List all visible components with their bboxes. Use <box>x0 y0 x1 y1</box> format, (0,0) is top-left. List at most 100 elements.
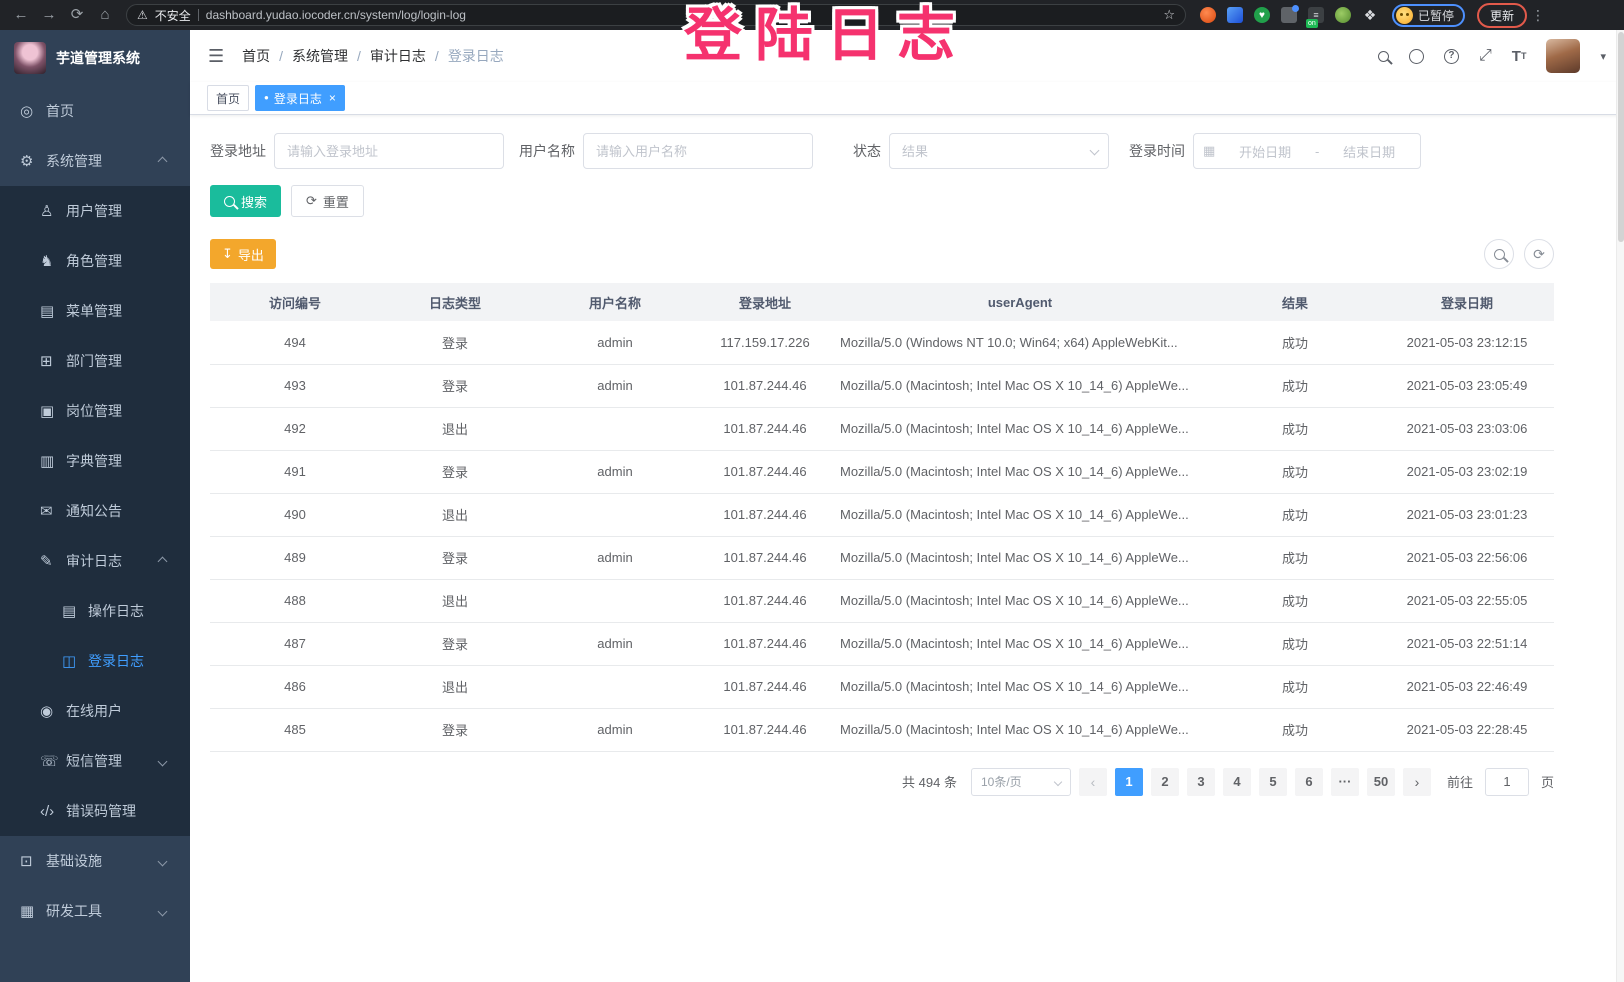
next-page-button[interactable]: › <box>1402 767 1431 796</box>
address-divider <box>197 9 199 21</box>
caret-down-icon[interactable]: ▾ <box>1600 50 1606 63</box>
extension-icon-leaf[interactable] <box>1335 7 1351 23</box>
browser-forward-icon[interactable]: → <box>41 6 57 23</box>
table-action-buttons: ⟳ <box>1484 239 1554 269</box>
search-icon[interactable] <box>1377 50 1389 62</box>
date-range-picker[interactable]: ▦ 开始日期 - 结束日期 <box>1193 133 1421 169</box>
extension-icon-list-on[interactable]: ≡ <box>1306 7 1324 28</box>
cell-id: 489 <box>210 536 380 580</box>
chevron-icon <box>157 756 168 766</box>
menu-item-icon: ⊡ <box>20 853 33 870</box>
page-number-button[interactable]: 4 <box>1222 767 1251 796</box>
table-row: 490 退出 101.87.244.46 Mozilla/5.0 (Macint… <box>210 493 1554 537</box>
security-label[interactable]: 不安全 <box>154 8 191 23</box>
browser-home-icon[interactable]: ⌂ <box>100 6 110 23</box>
scrollbar-thumb[interactable] <box>1618 32 1624 242</box>
extension-icon-orange[interactable] <box>1200 7 1216 23</box>
url-text[interactable]: dashboard.yudao.iocoder.cn/system/log/lo… <box>205 8 466 22</box>
page-number-button[interactable]: ··· <box>1330 767 1359 796</box>
prev-page-button[interactable]: ‹ <box>1078 767 1107 796</box>
sidebar-item[interactable]: ▤ 菜单管理 <box>0 286 190 336</box>
sidebar-item[interactable]: ▦ 研发工具 <box>0 886 190 936</box>
page-number-button[interactable]: 3 <box>1186 767 1215 796</box>
fullscreen-icon[interactable]: ⤢ <box>1478 47 1492 64</box>
extension-icon-gem[interactable] <box>1227 7 1243 23</box>
refresh-table-button[interactable]: ⟳ <box>1524 239 1554 269</box>
breadcrumb-item-system[interactable]: 系统管理 <box>292 48 349 64</box>
page-size-select[interactable]: 10条/页 <box>970 767 1071 796</box>
tag-close-icon[interactable]: × <box>328 91 336 105</box>
app-window: 芋道管理系统 ◎ 首页 ⚙ 系统管理 ♙ 用户管理 <box>0 30 1624 982</box>
address-bar[interactable]: ⚠ 不安全 dashboard.yudao.iocoder.cn/system/… <box>126 4 1186 26</box>
app-title: 芋道管理系统 <box>56 50 140 66</box>
extensions-puzzle-icon[interactable]: ❖ <box>1363 6 1377 23</box>
tag-item[interactable]: ● 登录日志 × <box>255 85 345 111</box>
browser-reload-icon[interactable]: ⟳ <box>70 6 84 23</box>
github-icon[interactable] <box>1408 48 1424 64</box>
sidebar-item[interactable]: ‹/› 错误码管理 <box>0 786 190 836</box>
sidebar-item[interactable]: ☏ 短信管理 <box>0 736 190 786</box>
app-logo-row[interactable]: 芋道管理系统 <box>0 30 190 86</box>
sidebar-item[interactable]: ⊞ 部门管理 <box>0 336 190 386</box>
status-select-input[interactable] <box>889 133 1109 169</box>
search-button[interactable]: 搜索 <box>210 185 282 217</box>
goto-page-input[interactable] <box>1484 767 1529 796</box>
status-select[interactable] <box>889 133 1109 169</box>
reset-button[interactable]: ⟳ 重置 <box>291 185 364 217</box>
help-icon[interactable]: ? <box>1443 48 1459 64</box>
col-header-type: 日志类型 <box>380 283 530 321</box>
export-button[interactable]: ↧ 导出 <box>210 239 276 269</box>
sidebar-item[interactable]: ◉ 在线用户 <box>0 686 190 736</box>
sidebar-item[interactable]: ▤ 操作日志 <box>0 586 190 636</box>
cell-type: 退出 <box>380 493 530 537</box>
cell-ip: 101.87.244.46 <box>700 493 830 537</box>
address-label: 登录地址 <box>210 143 266 159</box>
cell-type: 退出 <box>380 579 530 623</box>
sidebar-item[interactable]: ✉ 通知公告 <box>0 486 190 536</box>
sidebar-item[interactable]: ▣ 岗位管理 <box>0 386 190 436</box>
sidebar-item[interactable]: ♙ 用户管理 <box>0 186 190 236</box>
breadcrumb-item-home[interactable]: 首页 <box>242 48 271 64</box>
page-number-button[interactable]: 2 <box>1150 767 1179 796</box>
end-date-placeholder[interactable]: 结束日期 <box>1343 144 1396 160</box>
cell-id: 486 <box>210 665 380 709</box>
page-scrollbar[interactable] <box>1616 30 1624 982</box>
sidebar-item[interactable]: ⊡ 基础设施 <box>0 836 190 886</box>
username-input[interactable] <box>583 133 813 169</box>
page-number-button[interactable]: 6 <box>1294 767 1323 796</box>
address-input[interactable] <box>274 133 504 169</box>
sidebar-collapse-icon[interactable]: ☰ <box>208 45 225 66</box>
table-row: 488 退出 101.87.244.46 Mozilla/5.0 (Macint… <box>210 579 1554 623</box>
sidebar-item[interactable]: ♞ 角色管理 <box>0 236 190 286</box>
bookmark-star-icon[interactable]: ☆ <box>1163 7 1175 22</box>
table-toolbar: ↧ 导出 ⟳ <box>210 239 1554 269</box>
menu-item-label: 通知公告 <box>66 503 122 519</box>
user-avatar[interactable] <box>1546 39 1581 73</box>
extension-icon-heart[interactable]: ♥ <box>1254 7 1270 23</box>
page-number-button[interactable]: 5 <box>1258 767 1287 796</box>
profile-chip[interactable]: 已暂停 <box>1392 3 1466 27</box>
tag-active-dot-icon: ● <box>264 93 269 102</box>
pagination: 共 494 条 10条/页 ‹ 1 2 3 4 5 <box>210 767 1554 796</box>
extension-icon-grid[interactable] <box>1281 5 1299 23</box>
tag-item[interactable]: ● 首页 × <box>207 85 250 111</box>
select-chevron-icon <box>1053 777 1063 786</box>
sidebar-item[interactable]: ◎ 首页 <box>0 86 190 136</box>
menu-item-label: 基础设施 <box>46 853 102 869</box>
browser-menu-kebab-icon[interactable]: ⋮ <box>1531 6 1546 23</box>
sidebar-item[interactable]: ✎ 审计日志 <box>0 536 190 586</box>
browser-back-icon[interactable]: ← <box>13 6 29 23</box>
breadcrumb-item-audit[interactable]: 审计日志 <box>369 48 426 64</box>
reset-button-label: 重置 <box>322 194 349 210</box>
sidebar-item[interactable]: ⚙ 系统管理 <box>0 136 190 186</box>
toggle-search-button[interactable] <box>1484 239 1514 269</box>
sidebar-item[interactable]: ◫ 登录日志 <box>0 636 190 686</box>
browser-update-button[interactable]: 更新 <box>1477 2 1528 28</box>
page-number-button[interactable]: 50 <box>1366 767 1395 796</box>
tag-label: 登录日志 <box>273 91 322 106</box>
sidebar-item[interactable]: ▥ 字典管理 <box>0 436 190 486</box>
page-number-button[interactable]: 1 <box>1114 767 1143 796</box>
start-date-placeholder[interactable]: 开始日期 <box>1239 144 1292 160</box>
